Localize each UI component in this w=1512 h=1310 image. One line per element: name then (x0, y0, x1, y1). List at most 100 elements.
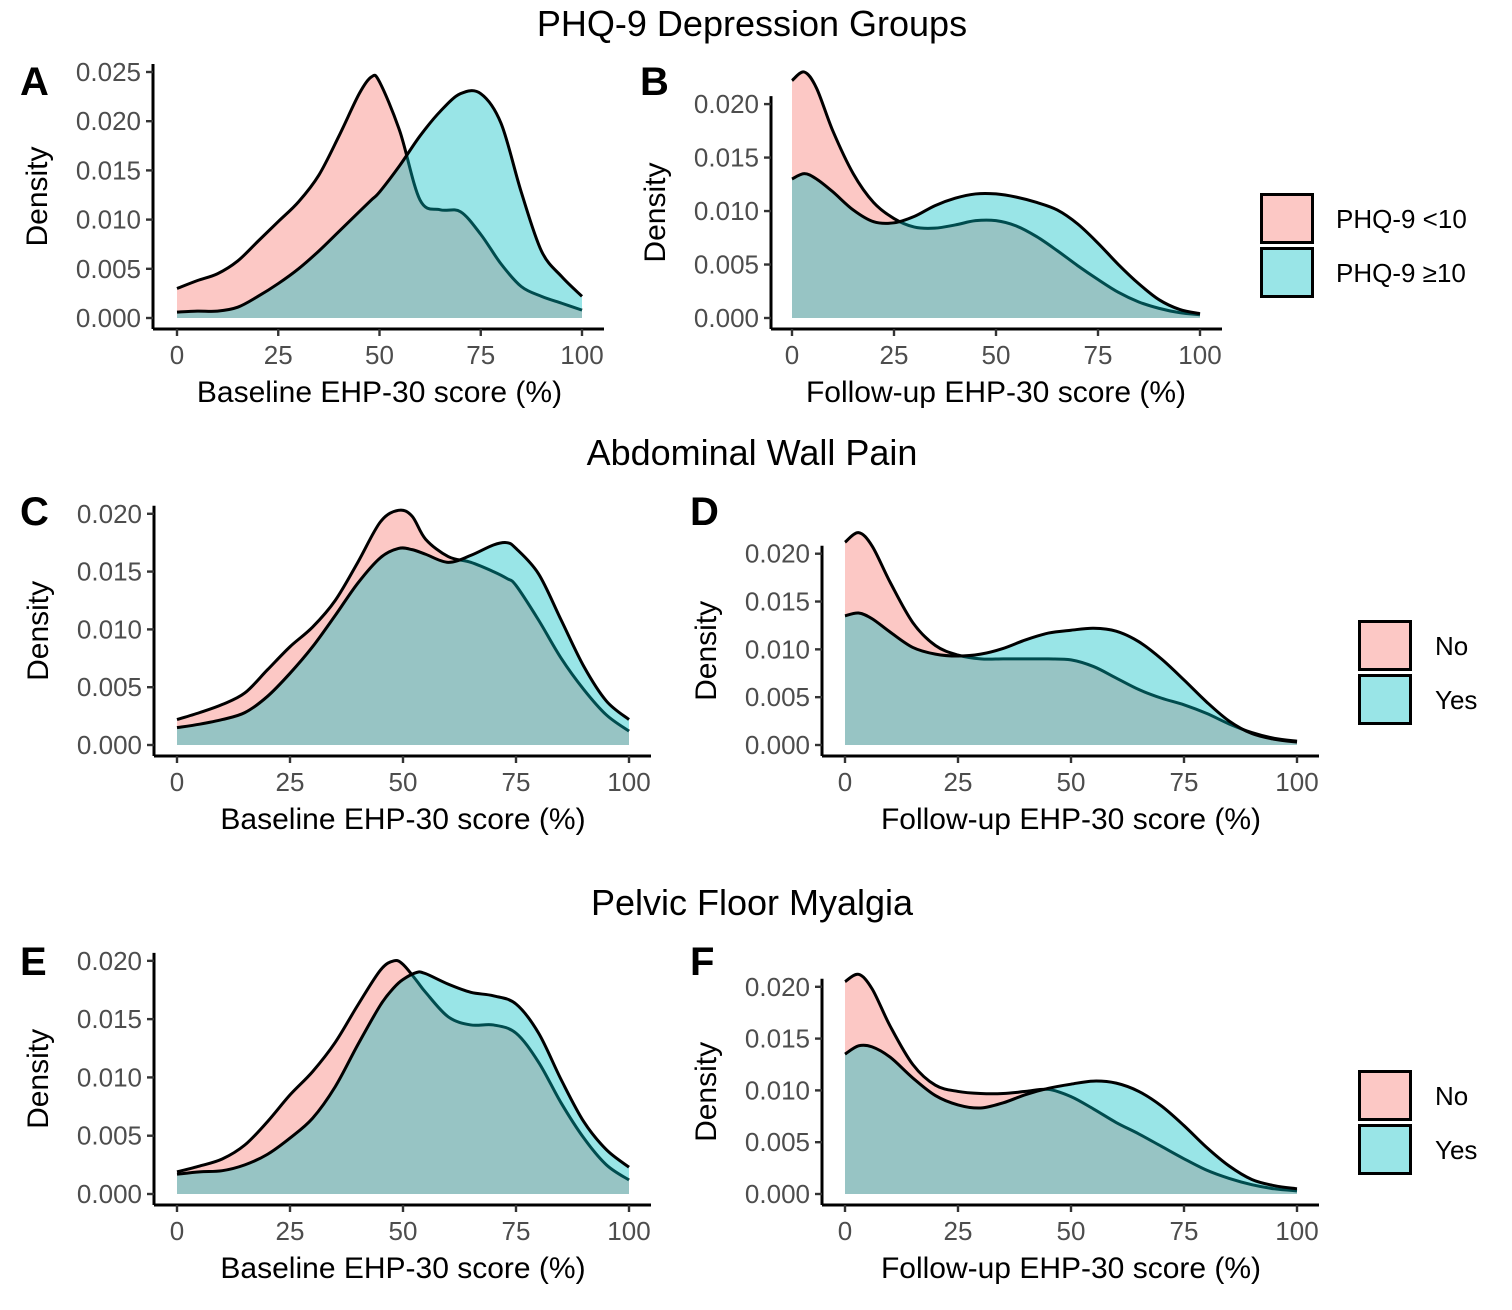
panel-letter: C (20, 490, 49, 534)
y-tick-label: 0.000 (694, 303, 759, 333)
y-tick-label: 0.015 (745, 1024, 810, 1054)
x-axis-title: Baseline EHP-30 score (%) (197, 376, 562, 409)
density-area-d-series-2 (845, 612, 1297, 745)
x-tick-label: 75 (502, 767, 531, 797)
y-tick-label: 0.020 (694, 89, 759, 119)
x-tick-label: 0 (170, 1216, 184, 1246)
row-title-pelvic-floor-myalgia: Pelvic Floor Myalgia (591, 882, 914, 923)
legend-key-background (1358, 1124, 1412, 1175)
x-tick-label: 100 (607, 767, 650, 797)
y-tick-label: 0.010 (77, 614, 142, 644)
y-axis-title: Density (639, 163, 672, 263)
row-title-abdominal-wall-pain: Abdominal Wall Pain (587, 432, 918, 473)
density-line-d-series-2 (844, 611, 1298, 744)
y-tick-label: 0.005 (745, 682, 810, 712)
x-axis-title: Baseline EHP-30 score (%) (220, 1252, 585, 1285)
y-tick-label: 0.005 (694, 250, 759, 280)
y-tick-label: 0.010 (77, 1062, 142, 1092)
x-tick-label: 100 (560, 340, 603, 370)
y-tick-label: 0.020 (77, 499, 142, 529)
density-area-c-series-2 (177, 542, 629, 745)
x-tick-label: 25 (944, 1216, 973, 1246)
density-line-d-series-1 (844, 531, 1298, 743)
density-area-b-series-2 (792, 173, 1200, 318)
density-line-c-series-1 (176, 508, 630, 733)
x-axis-title: Follow-up EHP-30 score (%) (881, 1252, 1261, 1285)
x-tick-label: 50 (1057, 1216, 1086, 1246)
x-axis-title: Baseline EHP-30 score (%) (220, 803, 585, 836)
y-tick-label: 0.005 (745, 1127, 810, 1157)
y-tick-label: 0.020 (76, 106, 141, 136)
y-tick-label: 0.000 (77, 1179, 142, 1209)
x-tick-label: 50 (365, 340, 394, 370)
legend-key-background (1358, 1070, 1412, 1121)
legend-abdominal-wall-pain: No Yes (1358, 620, 1477, 725)
density-line-f-series-2 (844, 1043, 1298, 1191)
x-tick-label: 50 (389, 1216, 418, 1246)
y-axis-title: Density (690, 1042, 723, 1142)
x-tick-label: 25 (276, 767, 305, 797)
x-tick-label: 0 (785, 340, 799, 370)
y-tick-label: 0.005 (77, 672, 142, 702)
y-tick-label: 0.000 (76, 303, 141, 333)
x-tick-label: 75 (502, 1216, 531, 1246)
density-area-f-series-1 (845, 974, 1297, 1194)
y-tick-label: 0.010 (745, 1075, 810, 1105)
density-line-e-series-1 (176, 959, 630, 1182)
panel-C: 0.000 0.005 0.010 0.015 0.020 0 25 50 75 100 Basel… (20, 490, 651, 836)
x-tick-label: 100 (1275, 767, 1318, 797)
panel-A: 0.000 0.005 0.010 0.015 0.020 0.025 0 25 50 75 100… (20, 57, 604, 409)
density-area-a-series-2 (177, 90, 582, 319)
legend-label: PHQ-9 ≥10 (1336, 258, 1466, 288)
x-tick-label: 25 (944, 767, 973, 797)
legend-phq9: PHQ-9 <10 PHQ-9 ≥10 (1260, 193, 1467, 298)
x-tick-label: 25 (276, 1216, 305, 1246)
density-area-a-series-1 (177, 75, 582, 319)
y-tick-label: 0.020 (745, 972, 810, 1002)
y-tick-label: 0.020 (745, 539, 810, 569)
legend-key-swatch (1260, 247, 1314, 298)
panel-letter: D (690, 490, 719, 534)
x-tick-label: 25 (264, 340, 293, 370)
x-tick-label: 100 (607, 1216, 650, 1246)
x-tick-label: 50 (389, 767, 418, 797)
y-tick-label: 0.010 (745, 634, 810, 664)
legend-key-background (1260, 193, 1314, 244)
x-tick-label: 0 (170, 767, 184, 797)
y-tick-label: 0.015 (745, 587, 810, 617)
legend-key-swatch (1358, 1070, 1412, 1121)
y-tick-label: 0.015 (694, 143, 759, 173)
density-area-e-series-1 (177, 960, 629, 1194)
y-tick-label: 0.010 (694, 196, 759, 226)
panel-E: 0.000 0.005 0.010 0.015 0.020 0 25 50 75 100 Basel… (20, 940, 651, 1285)
panel-letter: B (640, 60, 669, 104)
x-tick-label: 100 (1178, 340, 1221, 370)
panel-letter: E (20, 940, 47, 984)
y-tick-label: 0.015 (77, 1004, 142, 1034)
panel-F: 0.000 0.005 0.010 0.015 0.020 0 25 50 75 100 Follo… (690, 940, 1319, 1285)
x-tick-label: 75 (1084, 340, 1113, 370)
x-tick-label: 25 (880, 340, 909, 370)
density-line-a-series-2 (176, 89, 584, 314)
y-tick-label: 0.000 (77, 730, 142, 760)
x-tick-label: 50 (1057, 767, 1086, 797)
y-tick-label: 0.020 (77, 946, 142, 976)
legend-pelvic-floor-myalgia: No Yes (1358, 1070, 1477, 1175)
density-line-c-series-2 (176, 540, 630, 730)
x-tick-label: 75 (466, 340, 495, 370)
legend-key-swatch (1260, 193, 1314, 244)
y-tick-label: 0.000 (745, 1179, 810, 1209)
y-axis-title: Density (22, 581, 55, 681)
legend-key-swatch (1358, 620, 1412, 671)
x-tick-label: 0 (170, 340, 184, 370)
density-line-a-series-1 (176, 73, 583, 312)
y-tick-label: 0.005 (76, 254, 141, 284)
y-tick-label: 0.025 (76, 57, 141, 87)
panel-B: 0.000 0.005 0.010 0.015 0.020 0 25 50 75 100 Follo… (639, 60, 1222, 409)
y-axis-title: Density (22, 1029, 55, 1129)
panel-D: 0.000 0.005 0.010 0.015 0.020 0 25 50 75 100 Follo… (690, 490, 1319, 836)
y-axis-title: Density (690, 601, 723, 701)
legend-key-background (1358, 674, 1412, 725)
legend-label: Yes (1435, 685, 1477, 715)
